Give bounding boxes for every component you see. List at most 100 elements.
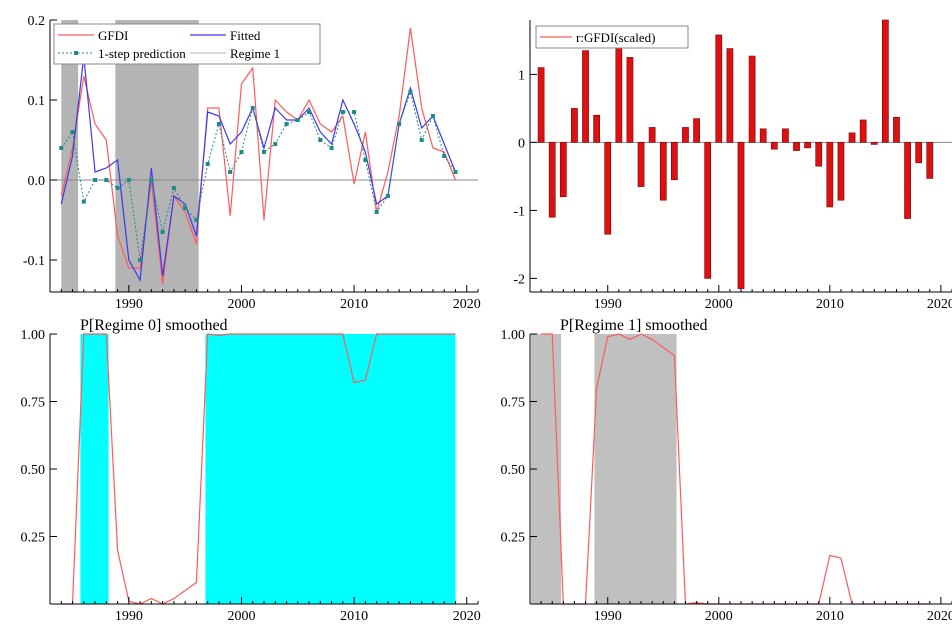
x-tick-label: 2000	[227, 297, 255, 312]
panel-gfdi-fit: 1990 2000 2010 2020 -0.1 0.0 0.1 0.2 GFDI Fitted 1…	[23, 14, 481, 312]
series-1step-point	[228, 170, 233, 174]
legend-label-1step: 1-step prediction	[98, 46, 186, 61]
residual-bar	[593, 114, 600, 143]
series-1step-point	[216, 122, 221, 126]
series-1step-point	[363, 158, 368, 162]
series-1step-point	[70, 130, 75, 134]
series-1step-point	[115, 186, 120, 190]
series-1step-point	[194, 218, 199, 222]
residual-bar	[904, 142, 911, 219]
x-tick-label: 2020	[927, 297, 952, 312]
y-tick-label: 0.75	[21, 396, 46, 411]
residual-bar	[770, 142, 778, 150]
regime-shade-band	[115, 20, 199, 292]
residual-bar	[926, 142, 934, 179]
series-1step-point	[430, 114, 435, 118]
series-1step-point	[307, 110, 312, 114]
residual-bar	[626, 57, 634, 143]
series-1step-point	[453, 170, 458, 174]
residual-bar	[537, 67, 545, 143]
x-tick-label: 2000	[705, 609, 733, 624]
y-tick-label: 0.75	[501, 396, 526, 411]
residual-bar	[559, 142, 567, 198]
residual-bar	[548, 142, 556, 218]
residual-bar	[815, 142, 823, 167]
legend-box	[53, 23, 321, 65]
panel-regime0-smoothed: 1990 2000 2010 2020 0.25 0.50 0.75 1.00 P[Regime…	[21, 317, 481, 624]
legend-swatch-1step-point	[74, 51, 78, 55]
series-1step-point	[205, 162, 210, 166]
residual-bar	[671, 142, 678, 181]
series-1step-point	[160, 230, 165, 234]
regime-shade-band	[205, 334, 456, 604]
y-tick-label: 0.0	[28, 174, 46, 189]
residual-bar	[859, 119, 867, 143]
legend-label-scaled: r:GFDI(scaled)	[576, 30, 655, 45]
series-1step-point	[419, 138, 424, 142]
x-tick-label: 1990	[594, 297, 622, 312]
series-1step-point	[318, 138, 323, 142]
x-tick-label: 2000	[705, 297, 733, 312]
panel-regime1-smoothed: 1990 2000 2010 2020 0.25 0.50 0.75 1.00 P[Regime…	[501, 317, 952, 624]
legend-box	[535, 25, 689, 49]
y-tick-label: 0.25	[21, 531, 46, 546]
residual-bar	[848, 132, 856, 143]
series-1step-point	[104, 178, 109, 182]
x-tick-label: 2020	[927, 609, 952, 624]
series-1step-point	[262, 150, 266, 154]
series-1step-point	[183, 206, 188, 210]
panel-gfdi-scaled-residuals: 1990 2000 2010 2020 -2 -1 0 1 r:GFDI(scaled)	[513, 19, 952, 312]
y-tick-label: 0	[518, 136, 525, 151]
residual-bar	[682, 127, 689, 143]
residual-bar	[659, 142, 667, 201]
series-1step-point	[93, 178, 98, 182]
residual-bar	[637, 142, 645, 187]
y-tick-label: 1	[518, 68, 525, 83]
series-1step-point	[171, 186, 176, 190]
residual-bar	[870, 142, 878, 145]
residual-bar	[648, 127, 656, 143]
legend-label-regime1: Regime 1	[230, 46, 280, 61]
x-tick-label: 2010	[340, 609, 368, 624]
residual-bar	[826, 142, 834, 208]
series-1step-point	[352, 110, 357, 114]
y-tick-label: -0.1	[23, 254, 45, 269]
series-1step-point	[408, 90, 413, 94]
series-1step-point	[126, 178, 131, 182]
y-tick-label: 0.25	[501, 531, 526, 546]
residual-bar	[759, 128, 767, 143]
legend-label-gfdi: GFDI	[98, 28, 128, 43]
y-tick-label: 1.00	[501, 328, 526, 343]
residual-bar	[726, 48, 734, 143]
series-1step-point	[374, 210, 379, 214]
y-tick-label: -2	[513, 272, 525, 287]
x-tick-label: 2020	[453, 609, 481, 624]
y-tick-label: 0.1	[28, 94, 46, 109]
series-1step-point	[340, 110, 345, 114]
legend-label-fitted: Fitted	[230, 28, 261, 43]
x-tick-label: 2010	[816, 297, 844, 312]
residual-bar	[693, 118, 700, 143]
y-tick-label: 0.2	[28, 14, 46, 29]
series-1step-point	[329, 146, 334, 150]
series-1step-point	[442, 154, 447, 158]
legend: GFDI Fitted 1-step prediction Regime 1	[53, 23, 321, 65]
residual-bar	[715, 34, 723, 143]
residual-bar	[571, 108, 578, 143]
x-tick-label: 1990	[115, 297, 143, 312]
series-1step-point	[397, 122, 402, 126]
residual-bar	[604, 142, 612, 235]
series-1step-point	[284, 122, 289, 126]
residual-bar	[837, 142, 845, 201]
residual-bar	[615, 40, 623, 143]
x-tick-label: 2020	[453, 297, 481, 312]
residual-bar	[582, 50, 589, 143]
residual-bar	[748, 55, 756, 143]
x-tick-label: 2010	[340, 297, 368, 312]
residual-bar	[704, 142, 712, 279]
series-1step-point	[295, 118, 300, 122]
legend: r:GFDI(scaled)	[535, 25, 689, 49]
series-gfdi-line	[60, 27, 457, 285]
series-1step-point	[385, 194, 390, 198]
